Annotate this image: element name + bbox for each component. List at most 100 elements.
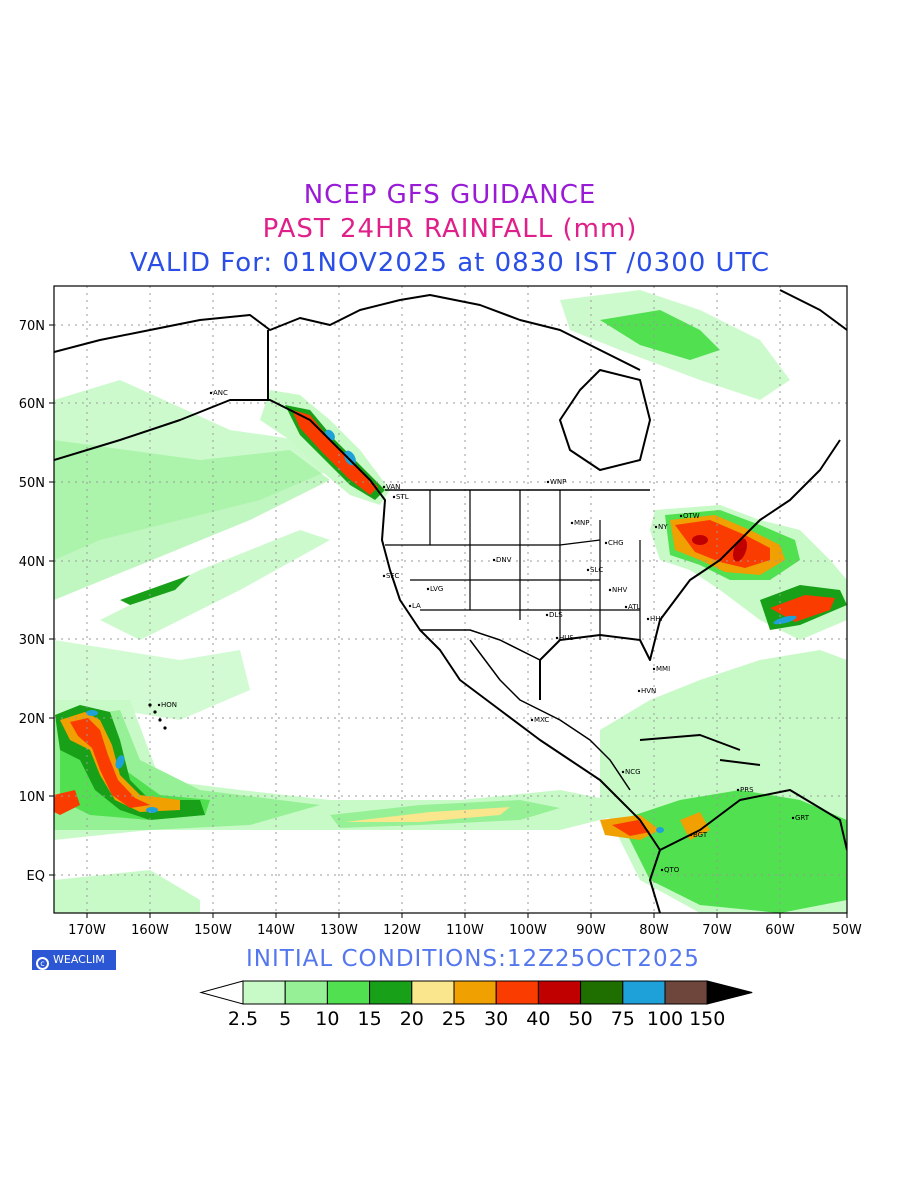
lon-tick-label: 140W <box>257 923 295 938</box>
title-model: NCEP GFS GUIDANCE <box>303 180 597 210</box>
city-dot <box>604 541 608 545</box>
lat-tick-label: 50N <box>19 476 45 491</box>
coastlines-borders <box>54 289 847 913</box>
city-dot <box>652 667 656 671</box>
city-dot <box>660 868 664 872</box>
lon-tick-label: 90W <box>576 923 606 938</box>
city-dot <box>209 391 213 395</box>
legend-swatch <box>453 980 497 1005</box>
lon-tick-label: 150W <box>194 923 232 938</box>
city-dot <box>492 558 496 562</box>
lon-tick-label: 120W <box>383 923 421 938</box>
city-label: QTO <box>664 866 680 874</box>
legend-level-label: 40 <box>526 1008 550 1030</box>
lat-tick-label: 40N <box>19 555 45 570</box>
copyright-icon: c <box>36 957 49 970</box>
legend-level-label: 15 <box>358 1008 382 1030</box>
lat-tick-label: 70N <box>19 319 45 334</box>
city-dot <box>679 514 683 518</box>
city-label: MNP <box>574 519 590 527</box>
city-label: MMI <box>656 665 670 673</box>
city-label: HON <box>161 701 177 709</box>
legend-below-arrow <box>199 980 244 1005</box>
axis-ticks: 170W 160W 150W 140W 130W 120W 110W 100W 90W 80W 70… <box>19 319 862 938</box>
lon-tick-label: 100W <box>509 923 547 938</box>
city-dot <box>530 718 534 722</box>
city-label: MXC <box>534 716 549 724</box>
legend-level-label: 50 <box>569 1008 593 1030</box>
city-dot <box>791 816 795 820</box>
city-dot <box>646 617 650 621</box>
lon-tick-label: 160W <box>131 923 169 938</box>
city-dot <box>689 833 693 837</box>
legend-swatch <box>622 980 666 1005</box>
city-label: HVN <box>641 687 656 695</box>
rainfall-layer <box>54 290 847 913</box>
city-dot <box>621 770 625 774</box>
city-dot <box>624 605 628 609</box>
city-label: BGT <box>693 831 708 839</box>
city-dot <box>555 636 559 640</box>
city-label: NHV <box>612 586 628 594</box>
title-variable: PAST 24HR RAINFALL (mm) <box>262 214 638 244</box>
city-label: LA <box>412 602 421 610</box>
city-label: NY <box>658 523 668 531</box>
legend-swatch <box>537 980 582 1005</box>
legend-level-label: 30 <box>484 1008 508 1030</box>
lat-tick-label: EQ <box>27 869 45 884</box>
city-label: STL <box>396 493 409 501</box>
lat-tick-label: 20N <box>19 712 45 727</box>
legend-level-label: 20 <box>400 1008 424 1030</box>
city-dot <box>637 689 641 693</box>
city-dot <box>545 613 549 617</box>
lat-tick-label: 10N <box>19 790 45 805</box>
title-valid-time: VALID For: 01NOV2025 at 0830 IST /0300 U… <box>129 248 771 278</box>
legend-level-label: 5 <box>279 1008 291 1030</box>
city-label: HUS <box>559 634 574 642</box>
lon-tick-label: 60W <box>765 923 795 938</box>
lon-tick-label: 50W <box>832 923 862 938</box>
city-label: VAN <box>386 483 400 491</box>
city-dot <box>382 574 386 578</box>
city-dot <box>608 588 612 592</box>
lon-tick-label: 110W <box>446 923 484 938</box>
legend-swatch <box>495 980 539 1005</box>
city-dot <box>426 587 430 591</box>
logo-text: WEACLIM <box>53 953 105 966</box>
city-dot <box>408 604 412 608</box>
initial-conditions: INITIAL CONDITIONS:12Z25OCT2025 <box>246 946 700 972</box>
weaclim-logo: c WEACLIM <box>32 950 116 970</box>
legend-swatch <box>580 980 624 1005</box>
lat-tick-label: 30N <box>19 633 45 648</box>
city-dot <box>570 521 574 525</box>
legend-level-label: 25 <box>442 1008 466 1030</box>
city-dot <box>546 480 550 484</box>
city-label: PRS <box>740 786 754 794</box>
city-label: DLS <box>549 611 563 619</box>
city-label: LVG <box>430 585 443 593</box>
lon-tick-label: 130W <box>320 923 358 938</box>
city-dot <box>392 495 396 499</box>
city-label: DNV <box>496 556 512 564</box>
city-label: WNP <box>550 478 566 486</box>
city-label: ATL <box>628 603 641 611</box>
city-label: OTW <box>683 512 700 520</box>
city-dot <box>382 485 386 489</box>
city-label: HHI <box>650 615 663 623</box>
legend-swatch <box>242 980 286 1005</box>
city-label: GRT <box>795 814 810 822</box>
city-dot <box>157 703 161 707</box>
city-dot <box>736 788 740 792</box>
legend-level-label: 75 <box>611 1008 635 1030</box>
city-dot <box>654 525 658 529</box>
city-markers: ANC VAN STL WNP MNP OTW CHG DNV SFC LVG LA SLC NHV AT… <box>157 389 810 874</box>
legend-swatch <box>284 980 328 1005</box>
lon-tick-label: 70W <box>702 923 732 938</box>
legend-level-label: 100 <box>647 1008 683 1030</box>
city-label: SFC <box>386 572 399 580</box>
legend-level-label: 150 <box>689 1008 725 1030</box>
city-dot <box>586 568 590 572</box>
city-label: SLC <box>590 566 603 574</box>
